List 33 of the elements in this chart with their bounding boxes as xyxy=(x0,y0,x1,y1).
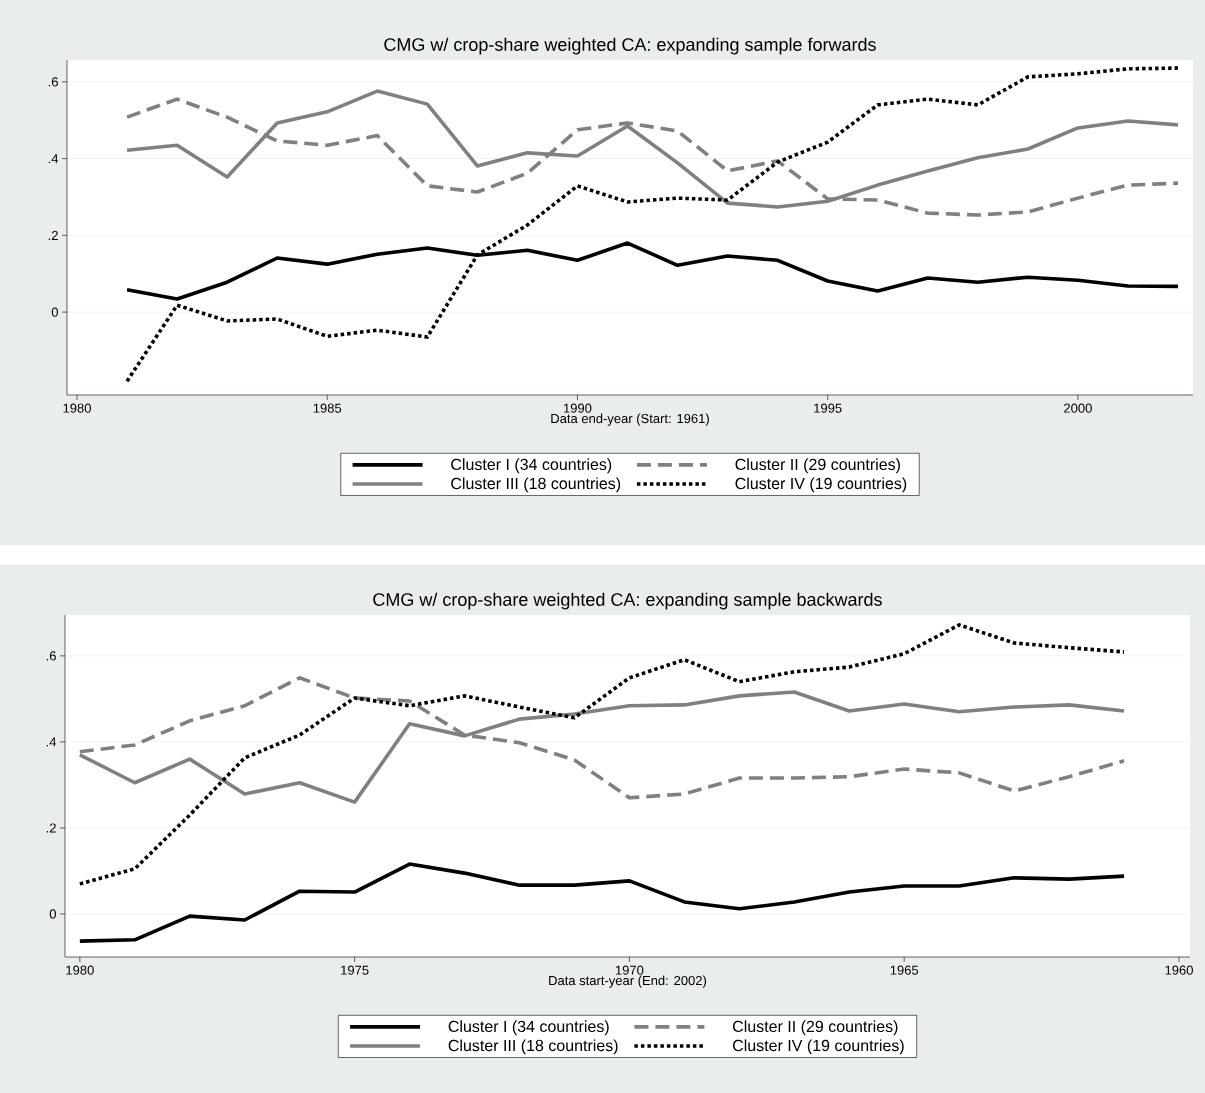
x-tick-label: 1975 xyxy=(341,965,369,975)
y-tick-label: .2 xyxy=(48,230,58,240)
x-tick-label: 1965 xyxy=(890,965,919,975)
y-tick-label: .4 xyxy=(48,154,59,164)
x-tick-label: 1970 xyxy=(615,965,644,975)
x-tick-label: 1960 xyxy=(1165,965,1193,975)
y-tick-label: .6 xyxy=(48,77,58,87)
legend-label: Cluster IV (19 countries) xyxy=(735,477,907,493)
chart-title: CMG w/ crop-share weighted CA: expanding sample forwards xyxy=(384,37,876,55)
x-axis-title: Data start-year (End: 2002) xyxy=(549,975,707,988)
y-tick-label: 0 xyxy=(49,909,56,919)
y-tick-label: .4 xyxy=(46,737,57,747)
legend-label: Cluster II (29 countries) xyxy=(735,458,900,474)
legend-label: Cluster IV (19 countries) xyxy=(733,1039,904,1055)
x-axis-title: Data end-year (Start: 1961) xyxy=(551,413,709,426)
x-tick-label: 2000 xyxy=(1064,403,1092,413)
y-tick-label: 0 xyxy=(51,307,58,317)
line-series xyxy=(78,862,1126,943)
chart-title: CMG w/ crop-share weighted CA: expanding sample backwards xyxy=(373,592,882,610)
y-tick-label: .6 xyxy=(46,651,56,661)
legend-label: Cluster II (29 countries) xyxy=(733,1020,898,1036)
legend-label: Cluster I (34 countries) xyxy=(448,1020,609,1036)
legend-label: Cluster I (34 countries) xyxy=(451,458,612,474)
line-series xyxy=(125,66,1180,383)
x-tick-label: 1980 xyxy=(66,965,94,975)
line-series xyxy=(78,623,1126,886)
x-tick-label: 1990 xyxy=(563,403,592,413)
x-tick-label: 1995 xyxy=(814,403,842,413)
x-tick-label: 1980 xyxy=(63,403,91,413)
legend-label: Cluster III (18 countries) xyxy=(451,477,621,493)
y-tick-label: .2 xyxy=(46,823,56,833)
x-tick-label: 1985 xyxy=(313,403,342,413)
legend-label: Cluster III (18 countries) xyxy=(448,1039,618,1055)
